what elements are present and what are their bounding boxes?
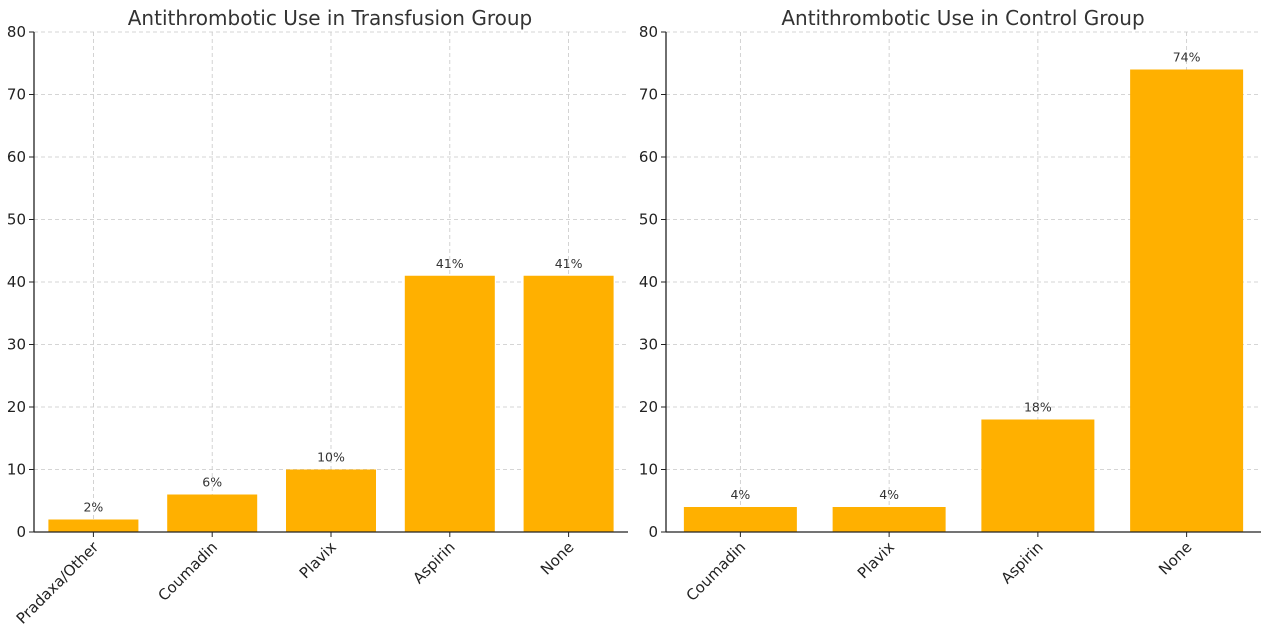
x-tick-label: None	[1155, 538, 1195, 578]
y-tick-label: 50	[7, 211, 26, 229]
x-tick-label: Coumadin	[154, 538, 221, 605]
data-label: 10%	[317, 450, 345, 465]
y-tick-label: 10	[7, 461, 26, 479]
bar	[523, 275, 614, 532]
bar	[404, 275, 495, 532]
x-tick-label: None	[537, 538, 577, 578]
y-tick-label: 50	[639, 211, 658, 229]
data-label: 41%	[555, 256, 583, 271]
transfusion-group-chart: Antithrombotic Use in Transfusion Group …	[7, 6, 628, 628]
y-tick-label: 40	[7, 273, 26, 291]
y-tick-label: 30	[639, 336, 658, 354]
data-label: 4%	[730, 487, 750, 502]
y-tick-label: 0	[16, 523, 26, 541]
bar	[832, 507, 946, 532]
y-tick-label: 0	[648, 523, 658, 541]
y-tick-label: 20	[639, 398, 658, 416]
x-tick-label: Plavix	[296, 538, 340, 582]
x-tick-label: Plavix	[854, 538, 898, 582]
data-label: 4%	[879, 487, 899, 502]
bar	[167, 494, 258, 532]
y-tick-label: 80	[7, 23, 26, 41]
data-label: 2%	[83, 500, 103, 515]
x-tick-label: Aspirin	[409, 538, 458, 587]
y-tick-label: 20	[7, 398, 26, 416]
y-tick-label: 30	[7, 336, 26, 354]
bar	[683, 507, 797, 532]
bar	[286, 469, 376, 532]
y-tick-label: 80	[639, 23, 658, 41]
y-tick-label: 10	[639, 461, 658, 479]
chart-title: Antithrombotic Use in Control Group	[781, 6, 1144, 30]
chart-title: Antithrombotic Use in Transfusion Group	[128, 6, 532, 30]
data-label: 41%	[436, 256, 464, 271]
y-tick-label: 60	[639, 148, 658, 166]
x-tick-label: Coumadin	[683, 538, 750, 605]
x-tick-label: Pradaxa/Other	[13, 538, 103, 628]
y-tick-label: 60	[7, 148, 26, 166]
y-tick-label: 40	[639, 273, 658, 291]
y-tick-label: 70	[7, 86, 26, 104]
y-tick-label: 70	[639, 86, 658, 104]
x-tick-label: Aspirin	[997, 538, 1046, 587]
data-label: 74%	[1173, 50, 1201, 65]
data-label: 6%	[202, 475, 222, 490]
data-label: 18%	[1024, 400, 1052, 415]
bar	[48, 519, 139, 532]
bar	[1130, 69, 1244, 532]
control-group-chart: Antithrombotic Use in Control Group 0 10 2…	[639, 6, 1261, 605]
bar	[981, 419, 1095, 532]
